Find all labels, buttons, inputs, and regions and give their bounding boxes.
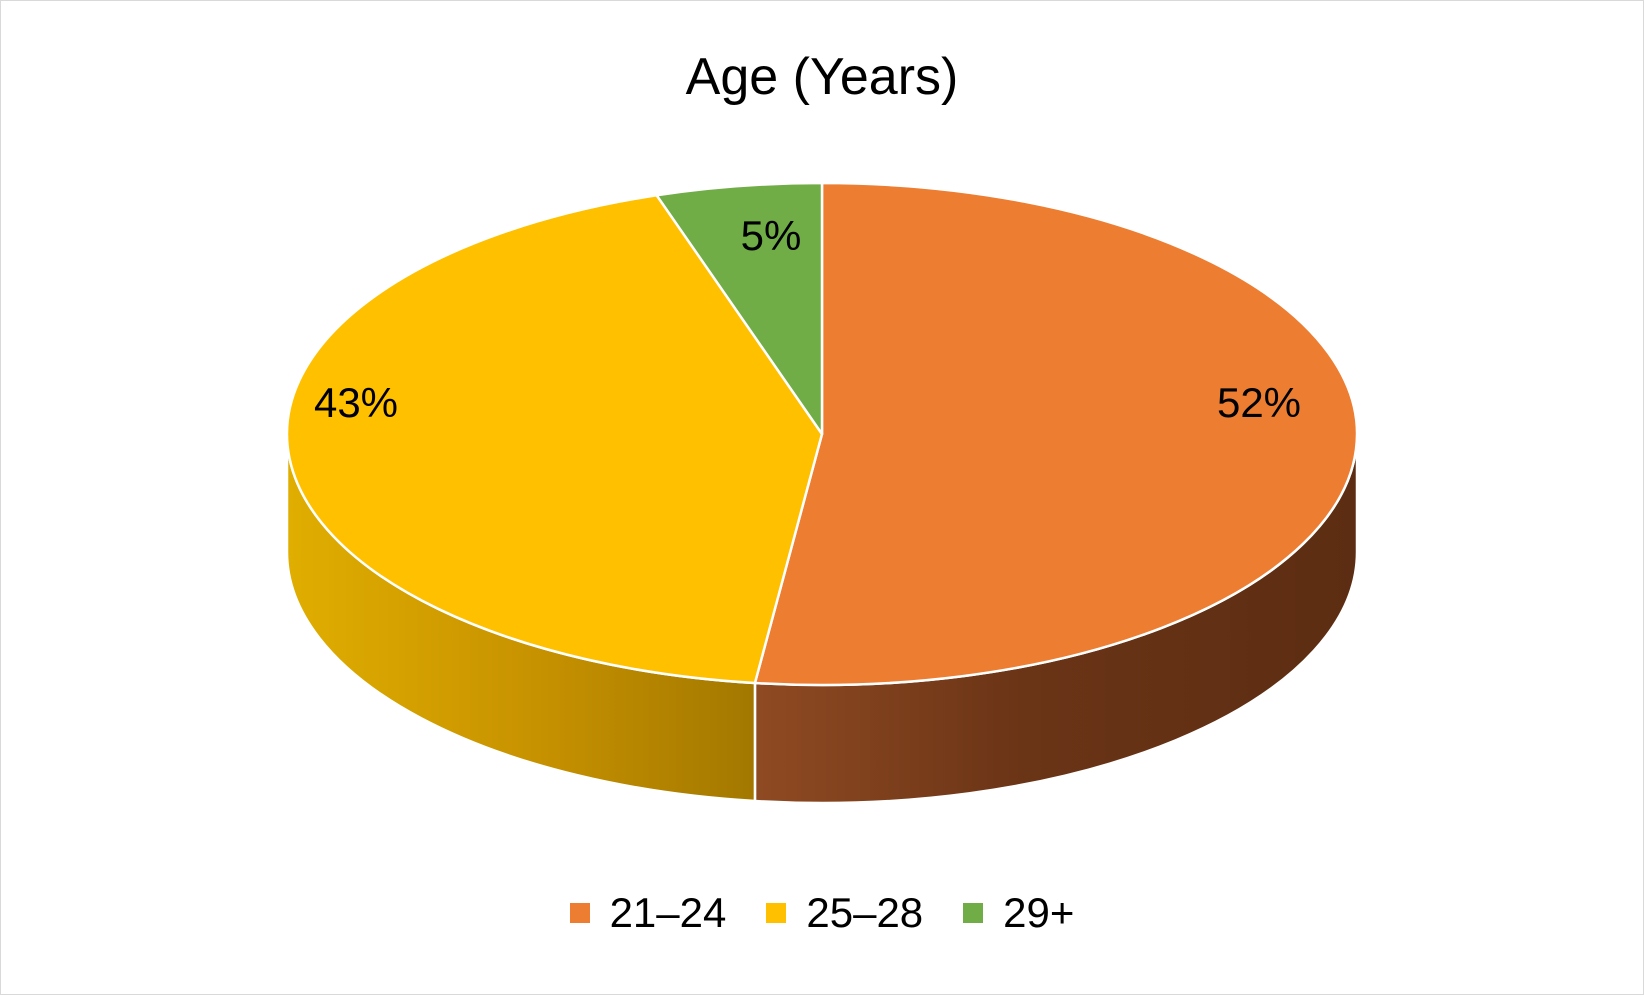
data-label-29-: 5% [741,212,802,259]
data-label-21-24: 52% [1217,379,1301,426]
pie-slice-21-24 [753,181,1359,687]
pie-slice-29- [655,181,824,436]
legend-swatch-29-plus [963,903,984,923]
legend-label-29-plus: 29+ [1003,889,1075,936]
chart-title: Age (Years) [685,48,959,106]
pie-slice-25-28 [285,194,824,685]
legend-label-25-28: 25–28 [806,889,924,936]
legend-swatch-21-24 [569,903,590,923]
legend: 21–24 25–28 29+ [1,889,1643,937]
legend-item-29-plus: 29+ [963,889,1074,937]
pie-labels: 52% 43% 5% [314,212,1301,426]
legend-item-21-24: 21–24 [569,889,727,937]
data-label-25-28: 43% [314,379,398,426]
legend-swatch-25-28 [766,903,787,923]
pie-tops [285,181,1359,687]
legend-label-21-24: 21–24 [609,889,727,936]
legend-item-25-28: 25–28 [766,889,923,937]
